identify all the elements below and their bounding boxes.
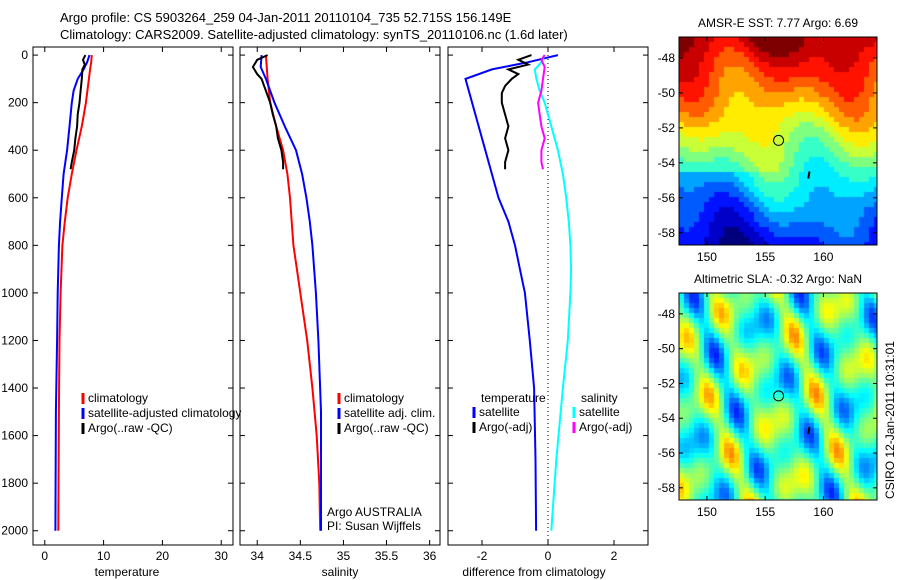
y-tick-label: 200: [8, 96, 28, 110]
y-tick-label: -48: [658, 51, 676, 65]
x-tick-label: 35: [337, 549, 351, 563]
legend-item: climatology: [88, 391, 148, 405]
series-line-argo-raw-qc-: [69, 54, 87, 170]
y-tick-label: -54: [658, 156, 676, 170]
annotation-text: PI: Susan Wijffels: [327, 519, 421, 533]
x-axis-label: temperature: [95, 565, 160, 579]
x-tick-label: 30: [215, 549, 229, 563]
y-tick-label: -52: [658, 376, 676, 390]
y-tick-label: 2000: [1, 524, 28, 538]
series-line-salinity-satellite: [533, 54, 573, 531]
y-tick-label: -50: [658, 342, 676, 356]
series-line-temperature-argo-adj-: [500, 54, 532, 170]
x-tick-label: 2: [611, 549, 618, 563]
float-position-marker: [773, 134, 785, 146]
series-line-argo-raw-qc-: [251, 54, 285, 170]
sst-map-image: [679, 37, 877, 245]
y-tick-label: -56: [658, 191, 676, 205]
axes-frame-2: [239, 46, 441, 546]
x-tick-label: 155: [755, 250, 775, 264]
y-tick-label: 800: [8, 238, 28, 252]
map-frame: [678, 292, 878, 501]
annotation-text: Argo AUSTRALIA: [327, 505, 422, 519]
y-tick-label: -56: [658, 446, 676, 460]
x-tick-label: 160: [813, 505, 833, 519]
y-tick-label: 1600: [1, 429, 28, 443]
y-tick-label: -48: [658, 307, 676, 321]
y-tick-label: 0: [21, 48, 28, 62]
y-tick-label: 1800: [1, 476, 28, 490]
x-tick-label: 150: [697, 250, 717, 264]
series-line-climatology: [264, 55, 322, 531]
series-line-satellite-adjusted-climatology: [54, 54, 91, 531]
legend-item: Argo(..raw -QC): [344, 421, 429, 435]
title-line-2: Climatology: CARS2009. Satellite-adjuste…: [60, 27, 568, 42]
axes-frame-1: [32, 46, 234, 546]
y-tick-label: -58: [658, 481, 676, 495]
y-tick-label: 1000: [1, 286, 28, 300]
series-line-satellite-adj-clim-: [259, 55, 322, 531]
credit-text: CSIRO 12-Jan-2011 10:31:01: [883, 341, 897, 499]
x-tick-label: 160: [813, 250, 833, 264]
y-tick-label: -50: [658, 86, 676, 100]
x-tick-label: -2: [477, 549, 488, 563]
series-line-climatology: [57, 55, 93, 531]
map-title: AMSR-E SST: 7.77 Argo: 6.69: [698, 16, 858, 30]
legend-item: Argo(..raw -QC): [88, 421, 173, 435]
x-tick-label: 34.5: [289, 549, 313, 563]
legend-heading: temperature: [481, 391, 546, 405]
float-track: [807, 171, 811, 179]
x-tick-label: 35.5: [375, 549, 399, 563]
x-axis-label: difference from climatology: [462, 565, 605, 579]
legend-item: Argo(-adj): [579, 420, 632, 434]
x-tick-label: 150: [697, 505, 717, 519]
float-track: [807, 426, 811, 435]
legend-heading: salinity: [581, 391, 618, 405]
x-axis-label: salinity: [322, 565, 359, 579]
y-tick-label: 1400: [1, 381, 28, 395]
x-tick-label: 20: [156, 549, 170, 563]
y-tick-label: -58: [658, 226, 676, 240]
x-tick-label: 34: [251, 549, 265, 563]
map-frame: [678, 36, 878, 246]
map-title: Altimetric SLA: -0.32 Argo: NaN: [694, 272, 862, 286]
y-tick-label: -54: [658, 411, 676, 425]
legend-item: satellite adj. clim.: [344, 406, 435, 420]
series-line-salinity-argo-adj-: [537, 54, 546, 170]
x-tick-label: 36: [423, 549, 437, 563]
sla-map-image: [679, 293, 877, 500]
y-tick-label: 600: [8, 191, 28, 205]
y-tick-label: 1200: [1, 333, 28, 347]
x-tick-label: 0: [545, 549, 552, 563]
float-position-marker: [773, 390, 785, 402]
x-tick-label: 155: [755, 505, 775, 519]
legend-item: satellite-adjusted climatology: [88, 406, 241, 420]
x-tick-label: 0: [41, 549, 48, 563]
legend-item: satellite: [479, 405, 520, 419]
title-line-1: Argo profile: CS 5903264_259 04-Jan-2011…: [60, 10, 512, 25]
legend-item: satellite: [579, 405, 620, 419]
legend-item: Argo(-adj): [479, 420, 532, 434]
legend-item: climatology: [344, 391, 404, 405]
series-line-temperature-satellite: [464, 54, 559, 531]
y-tick-label: 400: [8, 143, 28, 157]
y-tick-label: -52: [658, 121, 676, 135]
x-tick-label: 10: [97, 549, 111, 563]
